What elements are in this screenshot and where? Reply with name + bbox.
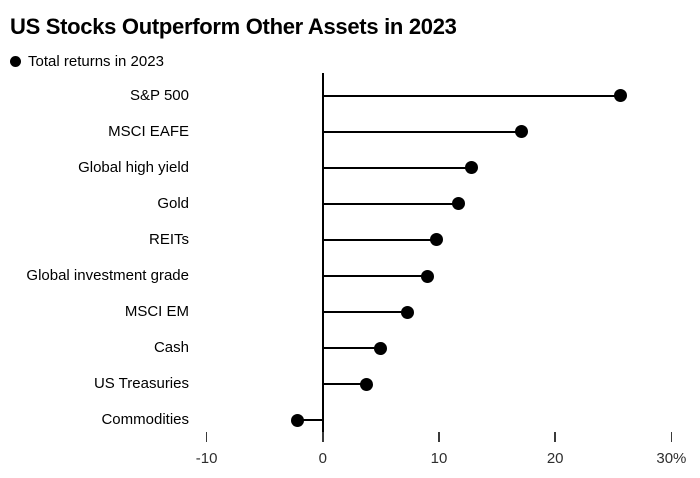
category-label: Global investment grade <box>26 267 189 284</box>
category-label: REITs <box>148 230 189 248</box>
x-axis-tick-label: 0 <box>318 450 327 467</box>
category-label: Global high yield <box>78 158 189 176</box>
category-label: US Treasuries <box>93 375 189 393</box>
y-axis-zero-line <box>322 72 324 442</box>
x-axis-tick-label: 20 <box>546 450 564 467</box>
lollipop-dot <box>360 377 374 391</box>
lollipop-stem <box>322 383 367 386</box>
category-label: Cash <box>153 339 189 357</box>
lollipop-dot <box>374 341 388 355</box>
x-axis-tick <box>205 431 208 442</box>
lollipop-stem <box>322 311 408 314</box>
lollipop-dot <box>465 161 479 175</box>
lollipop-stem <box>322 238 437 241</box>
lollipop-dot <box>452 197 466 211</box>
lollipop-dot <box>613 89 627 102</box>
x-axis-tick <box>438 431 440 442</box>
x-axis-tick <box>322 431 324 442</box>
category-label: S&P 500 <box>130 86 189 104</box>
lollipop-stem <box>322 94 621 97</box>
lollipop-stem <box>297 419 323 422</box>
lollipop-stem <box>322 347 381 350</box>
legend: Total returns in 2023 <box>10 52 164 70</box>
x-axis-tick <box>670 431 673 442</box>
x-axis-tick-label: -10 <box>195 450 218 467</box>
lollipop-stem <box>322 275 428 277</box>
lollipop-dot <box>515 125 528 139</box>
lollipop-dot <box>290 413 304 427</box>
lollipop-dot <box>420 269 434 283</box>
x-axis-tick <box>554 431 556 442</box>
lollipop-stem <box>322 166 472 169</box>
chart-title: US Stocks Outperform Other Assets in 202… <box>10 14 457 39</box>
lollipop-dot <box>401 305 415 319</box>
legend-dot-icon <box>10 55 21 67</box>
x-axis-tick-label: 30% <box>656 450 687 467</box>
lollipop-stem <box>322 202 459 205</box>
category-label: MSCI EM <box>124 303 189 321</box>
category-label: Gold <box>157 194 189 212</box>
legend-label: Total returns in 2023 <box>28 52 164 70</box>
lollipop-stem <box>322 130 522 133</box>
x-axis-tick-label: 10 <box>430 450 448 467</box>
lollipop-dot <box>430 233 444 247</box>
category-label: Commodities <box>101 411 189 429</box>
category-label: MSCI EAFE <box>108 122 189 140</box>
